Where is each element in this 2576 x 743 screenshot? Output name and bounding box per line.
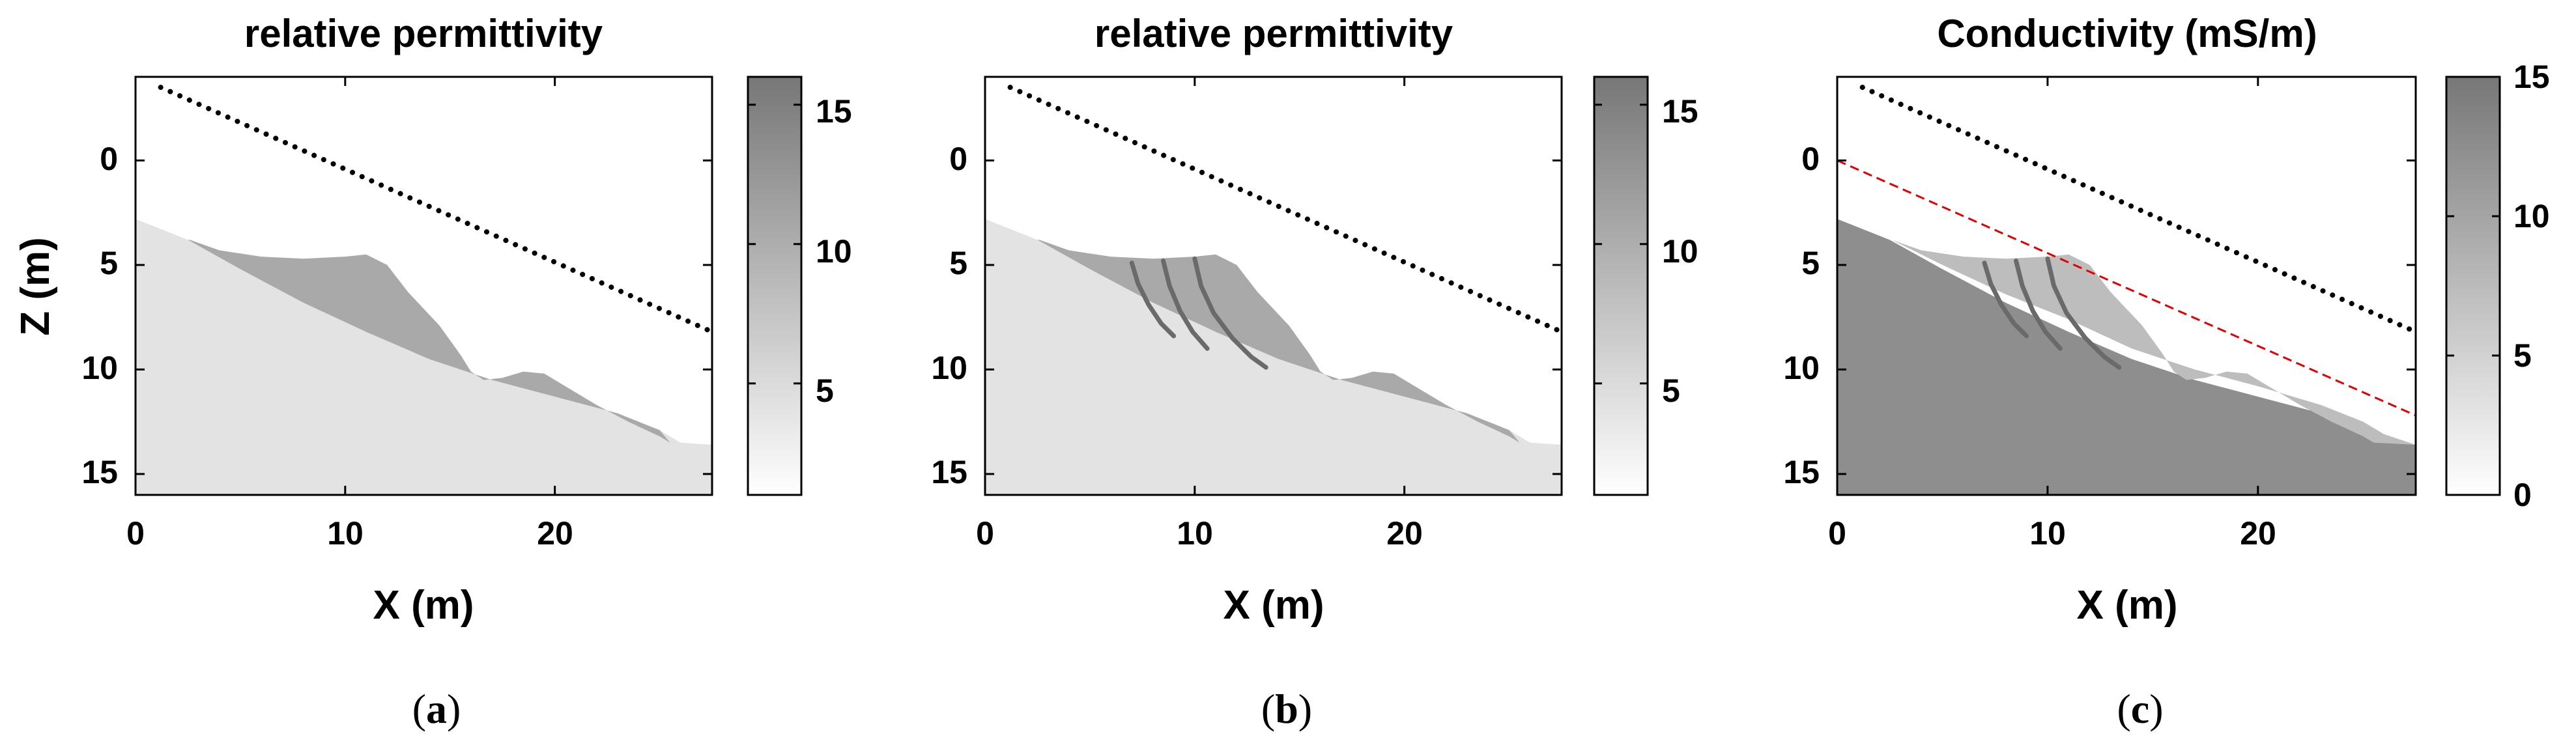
panel-a-xtick-0: 0 — [126, 515, 145, 552]
panel-c-cb-tick-15: 15 — [2513, 59, 2550, 95]
panel-c-plot-area — [1837, 77, 2416, 495]
panel-c-axes-box — [1836, 76, 2417, 496]
panel-b: relative permittivity 0 5 10 15 0 10 20 … — [931, 12, 1698, 732]
panel-c-xtick-0: 0 — [1828, 515, 1846, 552]
panel-c-caption: (c) — [2117, 686, 2163, 732]
panel-a-cb-tick-15: 15 — [816, 93, 852, 130]
panel-b-title: relative permittivity — [1095, 12, 1453, 55]
panel-a-colorbar — [747, 76, 803, 496]
panel-b-surface-line — [1007, 85, 1562, 335]
panel-a-ticks — [134, 77, 712, 495]
panel-c-cracks — [1982, 256, 2122, 370]
panel-b-plot-area — [985, 77, 1562, 495]
panel-c-ytick-0: 0 — [1801, 141, 1820, 177]
panel-b-colorbar — [1593, 76, 1649, 496]
panel-c-xlabel: X (m) — [2077, 583, 2178, 628]
panel-b-cb-tick-10: 10 — [1662, 233, 1698, 270]
panel-c-colorbar-ticks — [2446, 76, 2500, 496]
panel-b-cracks — [1129, 256, 1268, 370]
panel-b-xtick-10: 10 — [1177, 515, 1213, 552]
panel-a-ytick-15: 15 — [81, 454, 118, 490]
panel-b-cb-tick-15: 15 — [1662, 93, 1698, 130]
panel-b-caption: (b) — [1261, 686, 1312, 732]
panel-a-xlabel: X (m) — [373, 583, 474, 628]
panel-c-crack-3 — [2045, 256, 2122, 370]
panel-a-xtick-10: 10 — [327, 515, 364, 552]
panel-b-cb-tick-5: 5 — [1662, 372, 1680, 409]
panel-b-ytick-0: 0 — [949, 141, 967, 177]
panel-b-slide-body — [1037, 240, 1520, 443]
panel-c-ticks — [1836, 77, 2416, 495]
panel-c-ytick-5: 5 — [1801, 245, 1820, 281]
panel-a-title: relative permittivity — [244, 12, 603, 55]
panel-c-cb-tick-5: 5 — [2513, 337, 2532, 374]
panel-b-background-medium — [985, 219, 1562, 495]
panel-a-cb-tick-5: 5 — [816, 372, 834, 409]
panel-b-ticks — [984, 77, 1562, 495]
panel-b-ytick-10: 10 — [931, 350, 967, 386]
panel-c-bedrock — [1837, 219, 2416, 495]
panel-a-ylabel: Z (m) — [13, 237, 58, 336]
panel-b-xlabel: X (m) — [1224, 583, 1324, 628]
panel-a-caption: (a) — [412, 686, 461, 732]
panel-b-xtick-0: 0 — [976, 515, 994, 552]
panel-a-xtick-20: 20 — [537, 515, 573, 552]
panel-b-ytick-15: 15 — [931, 454, 967, 490]
panel-b-ytick-5: 5 — [949, 245, 967, 281]
panel-c-ytick-15: 15 — [1783, 454, 1820, 490]
panel-a-background-medium — [136, 219, 712, 495]
panel-b-xtick-20: 20 — [1386, 515, 1423, 552]
panel-c-xtick-20: 20 — [2240, 515, 2276, 552]
panel-c-cb-tick-10: 10 — [2513, 198, 2550, 234]
panel-b-axes-box — [984, 76, 1563, 496]
panel-a-cb-tick-10: 10 — [816, 233, 852, 270]
panel-c-surface-line — [1859, 85, 2416, 335]
panel-b-colorbar-ticks — [1594, 104, 1648, 385]
panel-a: relative permittivity 0 5 10 15 0 10 20 … — [13, 12, 852, 732]
panel-a-surface-line — [158, 85, 712, 335]
panel-a-colorbar-ticks — [748, 104, 801, 385]
panel-c-xtick-10: 10 — [2029, 515, 2066, 552]
panel-a-axes-box — [134, 76, 713, 496]
panel-c-cb-tick-0: 0 — [2513, 477, 2532, 513]
panel-a-slide-body — [188, 240, 670, 443]
panel-b-crack-3 — [1192, 256, 1268, 370]
panel-c-ytick-10: 10 — [1783, 350, 1820, 386]
panel-c-title: Conductivity (mS/m) — [1937, 12, 2317, 55]
panel-a-ytick-0: 0 — [100, 141, 118, 177]
panel-c-red-dashed-line — [1837, 160, 2416, 417]
panel-a-plot-area — [136, 77, 712, 495]
panel-c-crack-2 — [2014, 259, 2063, 351]
panel-c-crack-1 — [1982, 260, 2029, 339]
panel-a-ytick-10: 10 — [81, 350, 118, 386]
panel-c: Conductivity (mS/m) 0 5 10 15 0 10 20 X … — [1783, 12, 2549, 732]
panel-b-crack-2 — [1161, 259, 1210, 351]
panel-c-colorbar — [2445, 76, 2501, 496]
panel-a-ytick-5: 5 — [100, 245, 118, 281]
panel-b-crack-1 — [1129, 260, 1177, 339]
